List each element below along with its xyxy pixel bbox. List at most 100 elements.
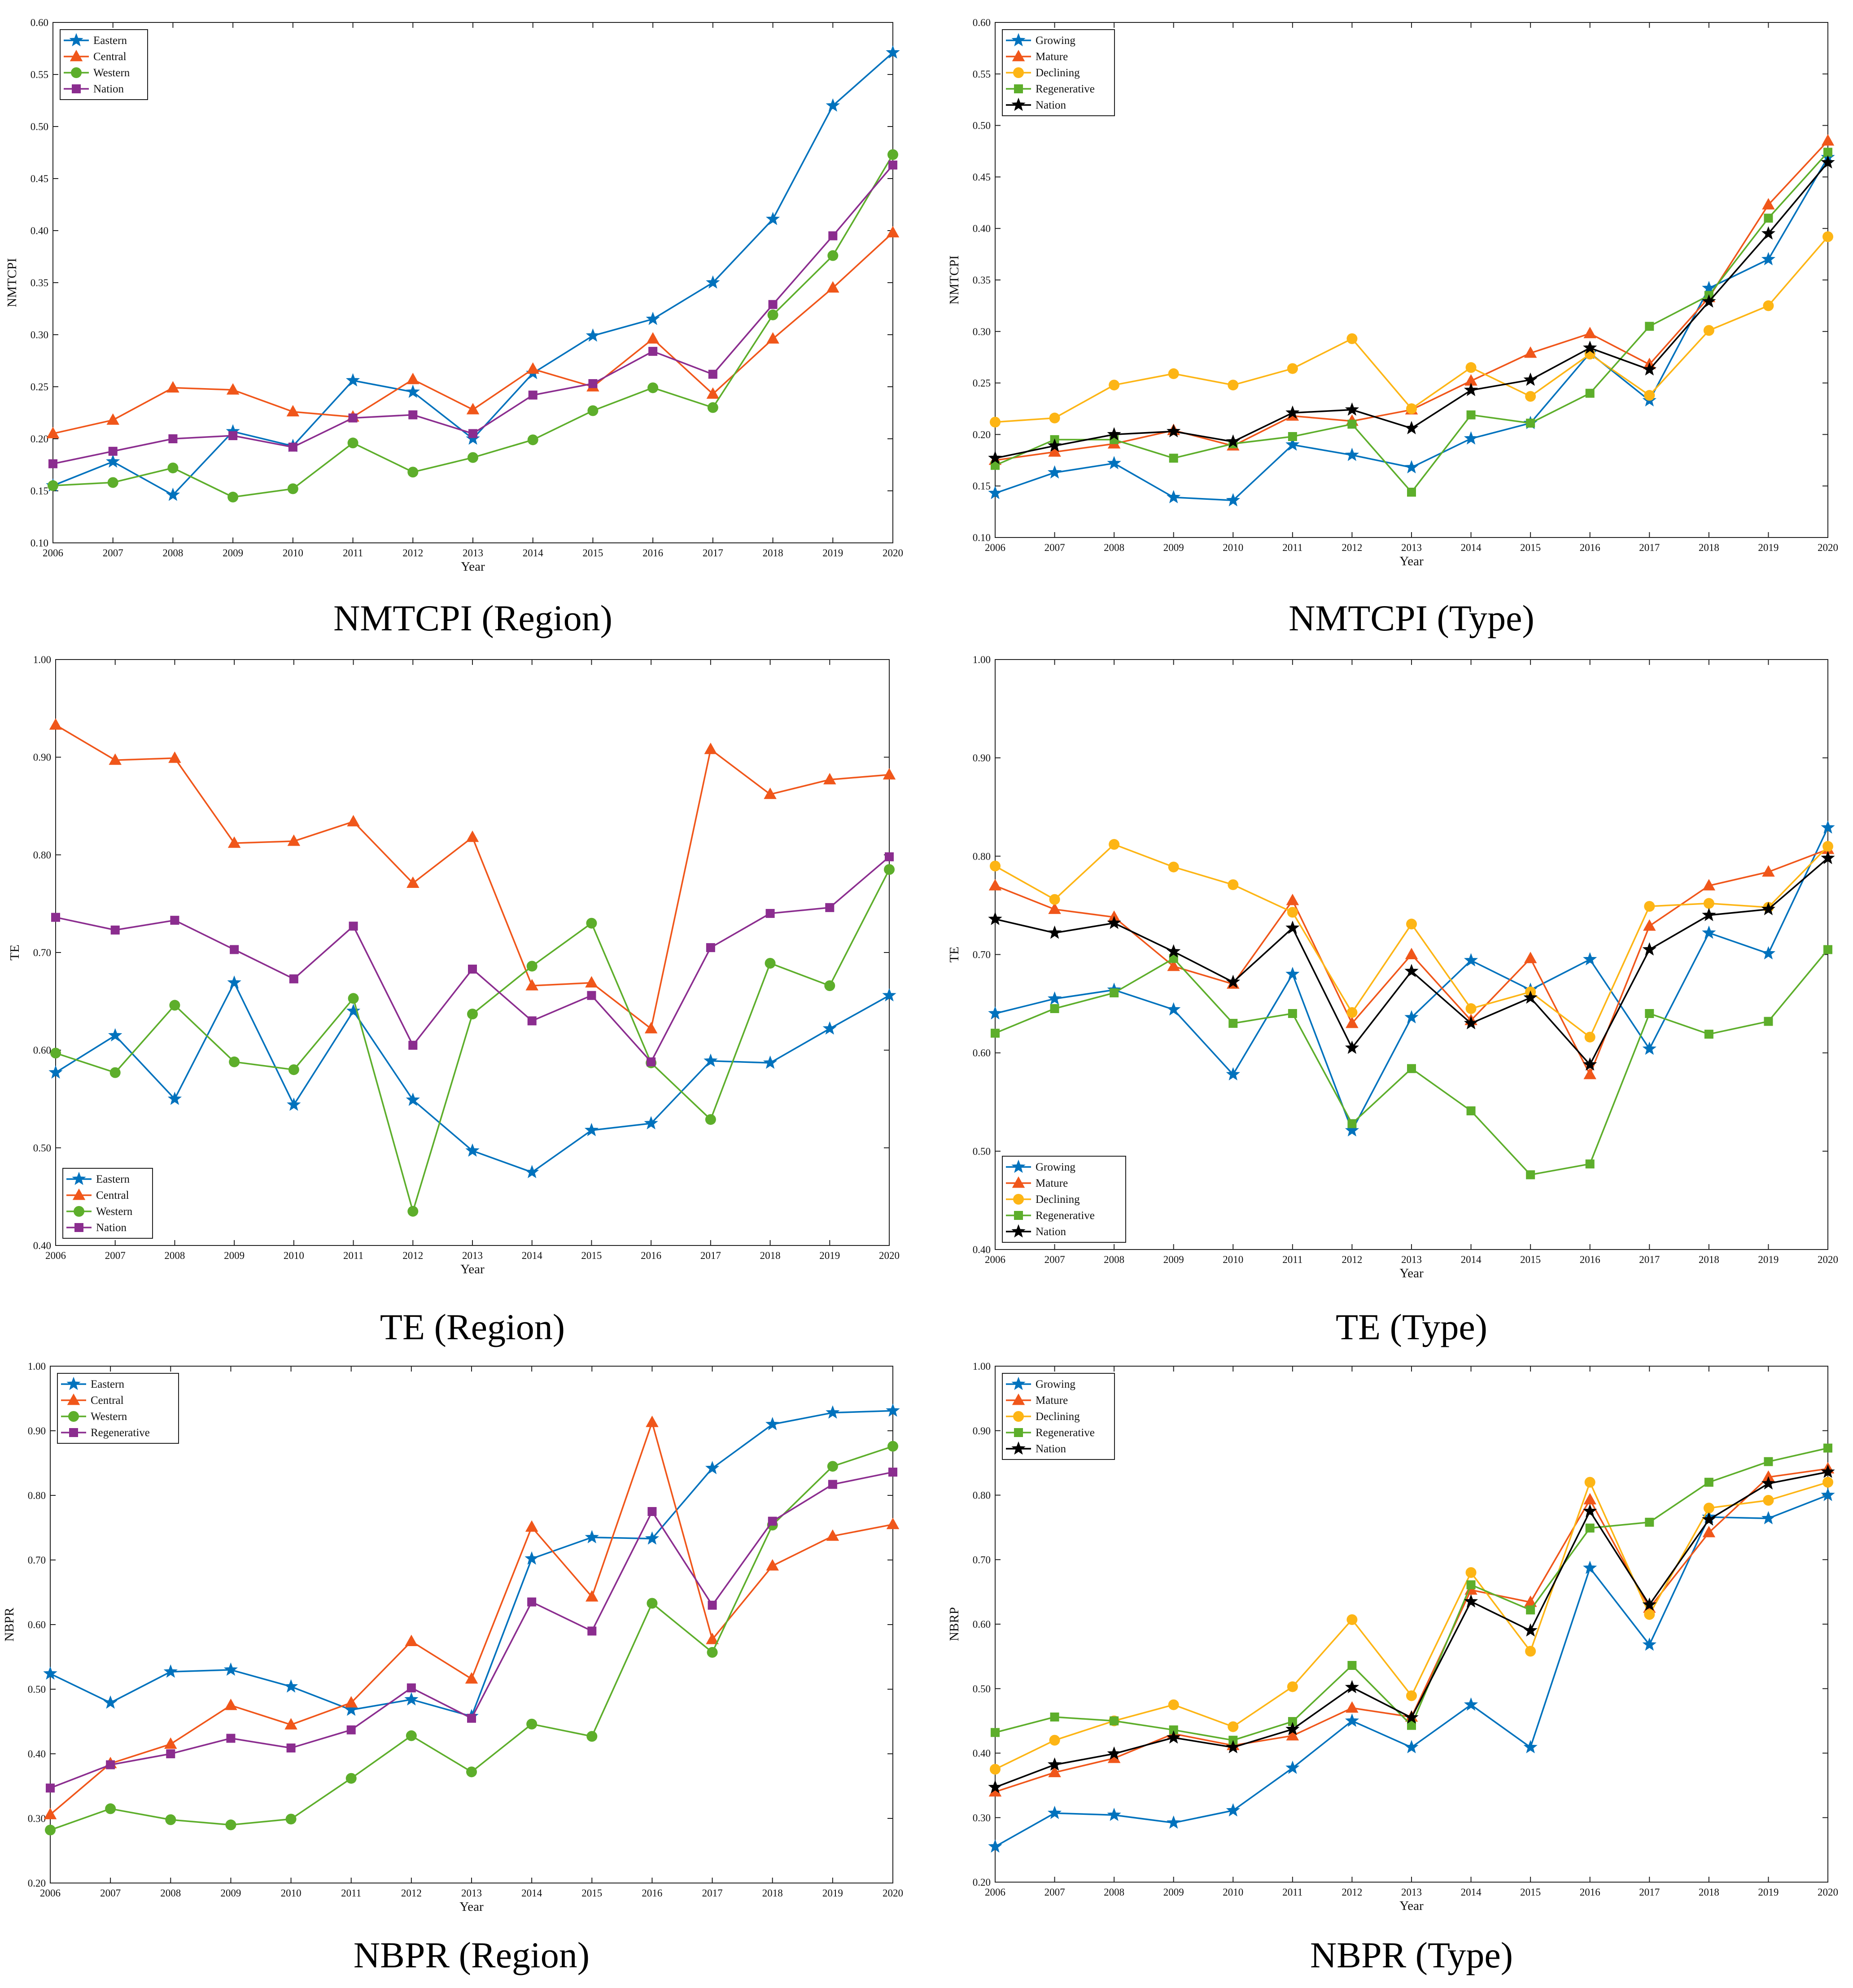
data-point-central-2013 (466, 403, 480, 415)
legend: Eastern Central Western Nation (62, 1168, 153, 1239)
y-tick-label: 0.40 (973, 1244, 991, 1255)
data-point-growing-2013 (1404, 460, 1419, 474)
data-point-eastern-2014 (525, 1165, 539, 1179)
data-point-central-2013 (465, 1672, 478, 1684)
x-tick-label: 2007 (1044, 542, 1065, 553)
y-tick-label: 0.30 (973, 326, 991, 337)
data-point-central-2009 (227, 836, 241, 848)
x-tick-label: 2019 (822, 1888, 843, 1899)
legend-label-eastern: Eastern (93, 35, 127, 47)
data-point-nation-2012 (408, 410, 418, 419)
legend-marker-declining (1013, 1411, 1024, 1422)
data-point-nation-2017 (706, 943, 715, 952)
legend-marker-declining (1013, 67, 1024, 78)
y-tick-label: 0.90 (973, 1425, 991, 1437)
legend-marker-central (72, 1188, 86, 1200)
y-tick-label: 0.40 (33, 1240, 51, 1251)
data-point-growing-2010 (1226, 493, 1240, 507)
data-point-mature-2007 (1048, 445, 1061, 457)
data-point-mature-2016 (1583, 327, 1596, 338)
data-point-eastern-2018 (765, 212, 780, 225)
data-point-mature-2014 (1464, 374, 1477, 386)
data-point-declining-2006 (990, 416, 1001, 428)
data-point-regenerative-2008 (1110, 988, 1119, 997)
data-point-central-2007 (106, 413, 119, 425)
data-point-declining-2009 (1168, 861, 1179, 873)
x-tick-label: 2007 (1044, 1887, 1065, 1898)
data-point-regenerative-2006 (991, 461, 1000, 470)
data-point-regenerative-2014 (1466, 1580, 1476, 1590)
data-point-regenerative-2006 (46, 1783, 55, 1793)
series-mature (988, 842, 1835, 1079)
data-point-growing-2014 (1464, 431, 1478, 445)
x-tick-label: 2016 (641, 1250, 661, 1261)
data-point-eastern-2008 (167, 1092, 182, 1105)
data-point-nation-2014 (528, 390, 538, 400)
y-tick-label: 0.70 (33, 947, 51, 958)
y-tick-label: 0.60 (973, 1619, 991, 1630)
legend-marker-central (67, 1394, 80, 1405)
x-tick-label: 2018 (1699, 1254, 1719, 1265)
data-point-eastern-2013 (465, 1143, 480, 1157)
data-point-regenerative-2011 (1288, 432, 1297, 441)
data-point-declining-2013 (1406, 403, 1417, 414)
data-point-regenerative-2007 (1050, 1713, 1059, 1721)
x-tick-label: 2018 (1699, 542, 1719, 553)
x-tick-label: 2018 (763, 547, 783, 559)
data-point-declining-2018 (1703, 1503, 1714, 1514)
data-point-eastern-2012 (406, 384, 420, 398)
data-point-nation-2013 (468, 429, 477, 438)
data-point-nation-2009 (1167, 424, 1181, 437)
legend-label-nation: Nation (1036, 1443, 1066, 1455)
data-point-nation-2020 (1821, 155, 1835, 169)
data-point-growing-2020 (1821, 820, 1835, 834)
data-point-declining-2010 (1228, 879, 1239, 890)
x-tick-label: 2009 (223, 547, 243, 559)
data-point-western-2007 (109, 1067, 121, 1078)
data-point-growing-2008 (1107, 1808, 1121, 1821)
data-point-mature-2016 (1583, 1067, 1596, 1079)
data-point-nation-2019 (1761, 1476, 1776, 1490)
data-point-regenerative-2013 (1407, 487, 1416, 497)
data-point-central-2018 (766, 332, 779, 344)
data-point-regenerative-2016 (1585, 1159, 1595, 1169)
data-point-western-2013 (467, 1009, 478, 1020)
data-point-eastern-2012 (404, 1692, 419, 1706)
data-point-declining-2012 (1346, 1007, 1358, 1018)
y-tick-label: 0.40 (31, 225, 48, 236)
x-tick-label: 2019 (1758, 1254, 1779, 1265)
data-point-regenerative-2006 (991, 1028, 1000, 1038)
data-point-mature-2007 (1048, 902, 1061, 914)
data-point-nation-2006 (51, 913, 60, 922)
data-point-central-2018 (766, 1559, 779, 1571)
legend-label-central: Central (93, 51, 127, 63)
data-point-central-2010 (286, 405, 300, 417)
y-tick-label: 0.20 (973, 429, 991, 440)
y-tick-label: 0.30 (31, 329, 48, 341)
data-point-regenerative-2008 (166, 1749, 175, 1758)
data-point-nation-2020 (1821, 1464, 1835, 1478)
y-tick-label: 0.10 (973, 532, 991, 543)
x-tick-label: 2019 (1758, 542, 1779, 553)
y-tick-label: 0.25 (31, 381, 48, 393)
y-tick-label: 0.70 (973, 949, 991, 961)
data-point-western-2013 (468, 452, 478, 463)
chart-caption: NMTCPI (Type) (1289, 598, 1534, 638)
data-point-western-2007 (105, 1803, 116, 1814)
data-point-nation-2015 (1523, 372, 1538, 386)
x-axis-label: Year (461, 559, 485, 574)
y-tick-label: 0.70 (28, 1555, 46, 1566)
x-tick-label: 2007 (100, 1888, 121, 1899)
x-tick-label: 2018 (1699, 1887, 1719, 1898)
data-point-regenerative-2006 (991, 1728, 1000, 1737)
data-point-eastern-2014 (524, 1551, 539, 1565)
x-tick-label: 2010 (284, 1250, 304, 1261)
data-point-western-2009 (229, 1056, 240, 1067)
data-point-eastern-2012 (406, 1092, 420, 1106)
data-point-central-2008 (166, 381, 179, 393)
data-point-western-2018 (765, 957, 776, 969)
data-point-regenerative-2011 (346, 1725, 356, 1735)
data-point-central-2012 (406, 876, 420, 888)
x-tick-label: 2015 (1520, 542, 1541, 553)
